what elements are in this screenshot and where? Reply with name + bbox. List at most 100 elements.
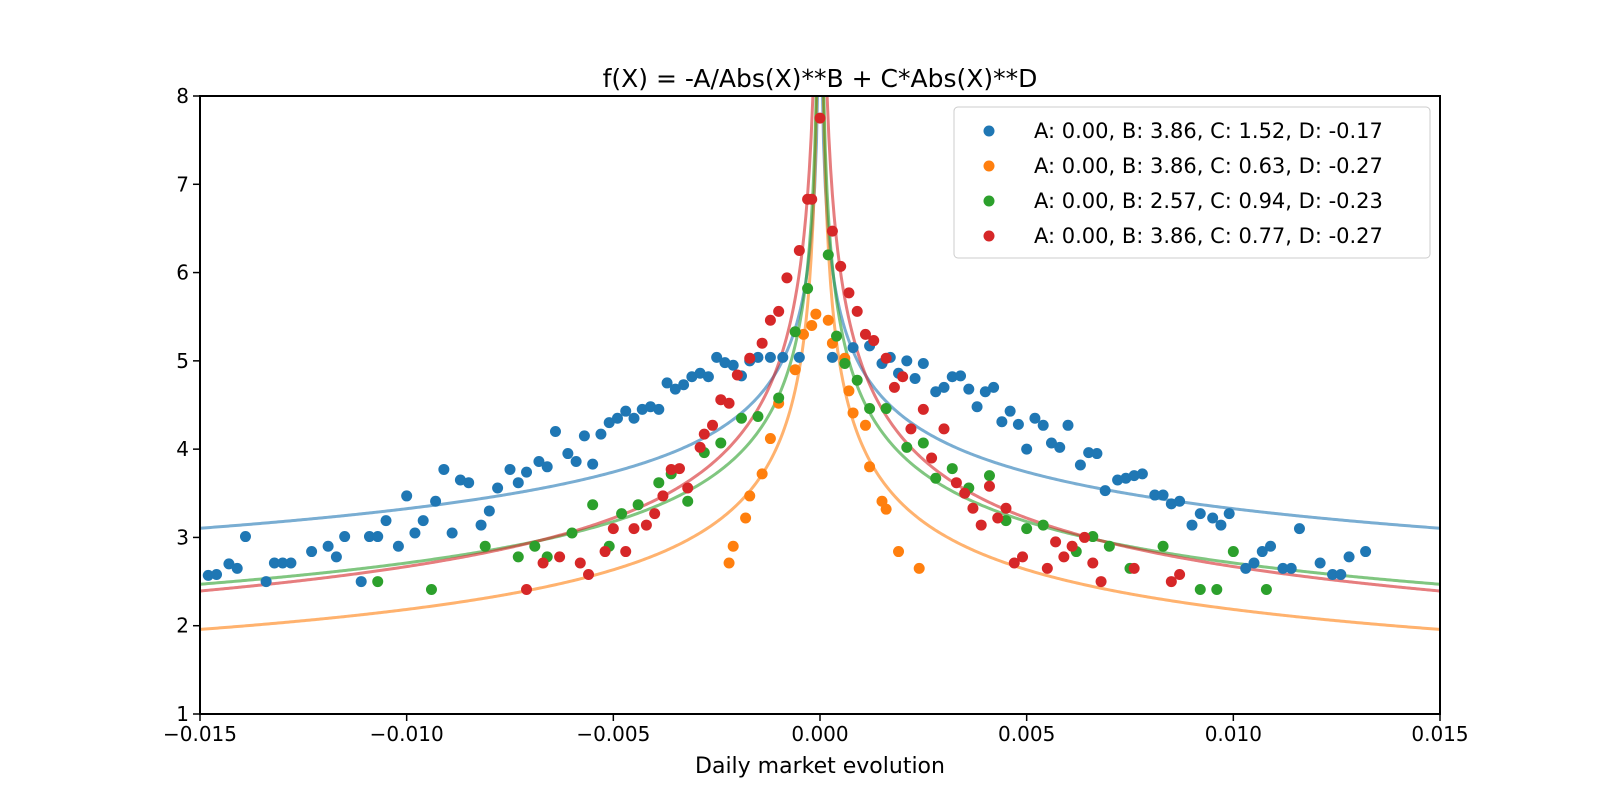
data-point [599, 546, 611, 558]
fit-curve [200, 96, 819, 631]
data-point [607, 523, 619, 535]
fit-curve [821, 96, 1440, 631]
data-point [595, 428, 607, 440]
data-point [521, 466, 533, 478]
data-point [859, 328, 871, 340]
data-point [777, 351, 789, 363]
data-point [686, 371, 698, 383]
data-point [1087, 557, 1099, 569]
data-point [578, 430, 590, 442]
data-point [1041, 562, 1053, 574]
data-point [223, 558, 235, 570]
data-points [202, 112, 1372, 596]
data-point [479, 540, 491, 552]
data-point [1058, 551, 1070, 563]
data-point [673, 463, 685, 475]
data-point [694, 367, 706, 379]
data-point [653, 403, 665, 415]
data-point [1136, 468, 1148, 480]
legend-label: A: 0.00, B: 3.86, C: 0.63, D: -0.27 [1034, 154, 1383, 178]
data-point [773, 305, 785, 317]
data-point [1008, 557, 1020, 569]
data-point [723, 557, 735, 569]
data-point [446, 527, 458, 539]
data-point [372, 576, 384, 588]
data-point [1227, 546, 1239, 558]
data-point [1083, 447, 1095, 459]
y-tick-label: 6 [176, 261, 189, 285]
data-point [268, 557, 280, 569]
y-tick-label: 3 [176, 525, 189, 549]
data-point [430, 495, 442, 507]
data-point [1099, 485, 1111, 497]
data-point [702, 371, 714, 383]
data-point [831, 330, 843, 342]
data-point [417, 515, 429, 527]
legend-marker [983, 195, 995, 207]
data-point [1149, 489, 1161, 501]
data-point [202, 569, 214, 581]
data-point [628, 412, 640, 424]
data-point [868, 335, 880, 347]
data-point [678, 379, 690, 391]
data-point [512, 551, 524, 563]
x-tick-label: 0.000 [791, 722, 848, 746]
data-point [826, 225, 838, 237]
data-point [1012, 418, 1024, 430]
data-point [963, 383, 975, 395]
data-point [992, 512, 1004, 524]
data-point [793, 351, 805, 363]
data-point [330, 551, 342, 563]
x-tick-label: 0.015 [1411, 722, 1468, 746]
data-point [917, 403, 929, 415]
data-point [731, 369, 743, 381]
data-point [950, 477, 962, 489]
x-tick-label: −0.005 [576, 722, 650, 746]
data-point [1285, 562, 1297, 574]
data-point [888, 381, 900, 393]
data-point [1037, 519, 1049, 531]
data-point [1021, 523, 1033, 535]
data-point [740, 512, 752, 524]
data-point [814, 112, 826, 124]
data-point [707, 419, 719, 431]
data-point [1314, 557, 1326, 569]
data-point [1112, 474, 1124, 486]
data-point [1211, 584, 1223, 596]
data-point [1157, 540, 1169, 552]
legend: A: 0.00, B: 3.86, C: 1.52, D: -0.17 A: 0.… [953, 106, 1431, 259]
data-point [926, 452, 938, 464]
data-point [306, 546, 318, 558]
data-point [843, 287, 855, 299]
data-point [425, 584, 437, 596]
x-tick-label: −0.010 [370, 722, 444, 746]
data-point [752, 351, 764, 363]
data-point [483, 505, 495, 517]
data-point [727, 359, 739, 371]
y-tick-label: 5 [176, 349, 189, 373]
data-point [839, 358, 851, 370]
data-point [533, 456, 545, 467]
data-point [864, 403, 876, 415]
data-point [1000, 515, 1012, 527]
data-point [355, 576, 367, 588]
x-tick-label: 0.010 [1205, 722, 1262, 746]
data-point [339, 531, 351, 543]
data-point [611, 412, 623, 424]
data-point [231, 562, 243, 574]
data-point [1066, 540, 1078, 552]
legend-label: A: 0.00, B: 2.57, C: 0.94, D: -0.23 [1034, 189, 1383, 213]
data-point [735, 412, 747, 424]
data-point [661, 377, 673, 389]
y-tick-label: 1 [176, 702, 189, 726]
data-point [1207, 512, 1219, 524]
y-axis: 1 2 3 4 5 6 7 8 [176, 84, 200, 726]
data-point [549, 425, 561, 437]
data-point [744, 490, 756, 502]
legend-marker [983, 160, 995, 172]
data-point [574, 557, 586, 569]
chart-title: f(X) = -A/Abs(X)**B + C*Abs(X)**D [603, 64, 1038, 93]
data-point [1103, 540, 1115, 552]
data-point [880, 352, 892, 364]
data-point [1157, 489, 1169, 501]
